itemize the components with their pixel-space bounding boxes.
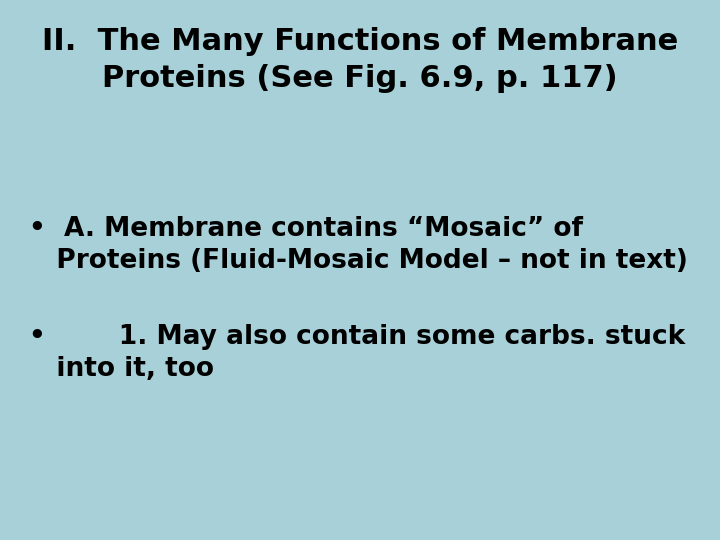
Text: •  A. Membrane contains “Mosaic” of
   Proteins (Fluid-Mosaic Model – not in tex: • A. Membrane contains “Mosaic” of Prote…: [29, 216, 688, 274]
Text: •        1. May also contain some carbs. stuck
   into it, too: • 1. May also contain some carbs. stuck …: [29, 324, 685, 382]
Text: II.  The Many Functions of Membrane
Proteins (See Fig. 6.9, p. 117): II. The Many Functions of Membrane Prote…: [42, 27, 678, 93]
